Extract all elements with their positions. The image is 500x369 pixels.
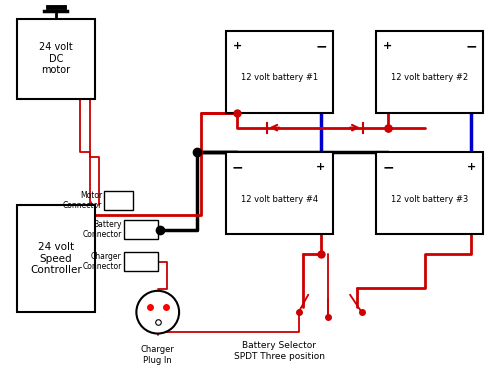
Bar	[376, 31, 483, 113]
Text: Motor
Connector: Motor Connector	[63, 191, 102, 210]
Bar	[376, 152, 483, 234]
Text: +: +	[467, 162, 476, 172]
Bar	[124, 220, 158, 239]
Circle shape	[136, 291, 179, 334]
Text: +: +	[384, 41, 392, 51]
Text: 12 volt battery #4: 12 volt battery #4	[240, 194, 318, 204]
Text: 12 volt battery #2: 12 volt battery #2	[391, 73, 468, 82]
Text: −: −	[466, 39, 477, 53]
Text: −: −	[232, 161, 243, 175]
Text: −: −	[315, 39, 326, 53]
Bar	[226, 152, 332, 234]
Text: 12 volt battery #1: 12 volt battery #1	[240, 73, 318, 82]
Text: Charger
Connector: Charger Connector	[82, 252, 122, 271]
Text: 24 volt
DC
motor: 24 volt DC motor	[39, 42, 72, 75]
Text: −: −	[382, 161, 394, 175]
Bar	[17, 19, 94, 99]
Text: 24 volt
Speed
Controller: 24 volt Speed Controller	[30, 242, 82, 275]
Text: +: +	[232, 41, 242, 51]
Text: Battery
Connector: Battery Connector	[82, 220, 122, 239]
Bar	[17, 205, 94, 312]
Bar	[104, 191, 134, 210]
Text: +: +	[316, 162, 326, 172]
Text: 12 volt battery #3: 12 volt battery #3	[391, 194, 468, 204]
Bar	[124, 252, 158, 271]
Bar	[226, 31, 332, 113]
Text: Battery Selector
SPDT Three position: Battery Selector SPDT Three position	[234, 341, 324, 361]
Text: Charger
Plug In: Charger Plug In	[141, 345, 174, 365]
